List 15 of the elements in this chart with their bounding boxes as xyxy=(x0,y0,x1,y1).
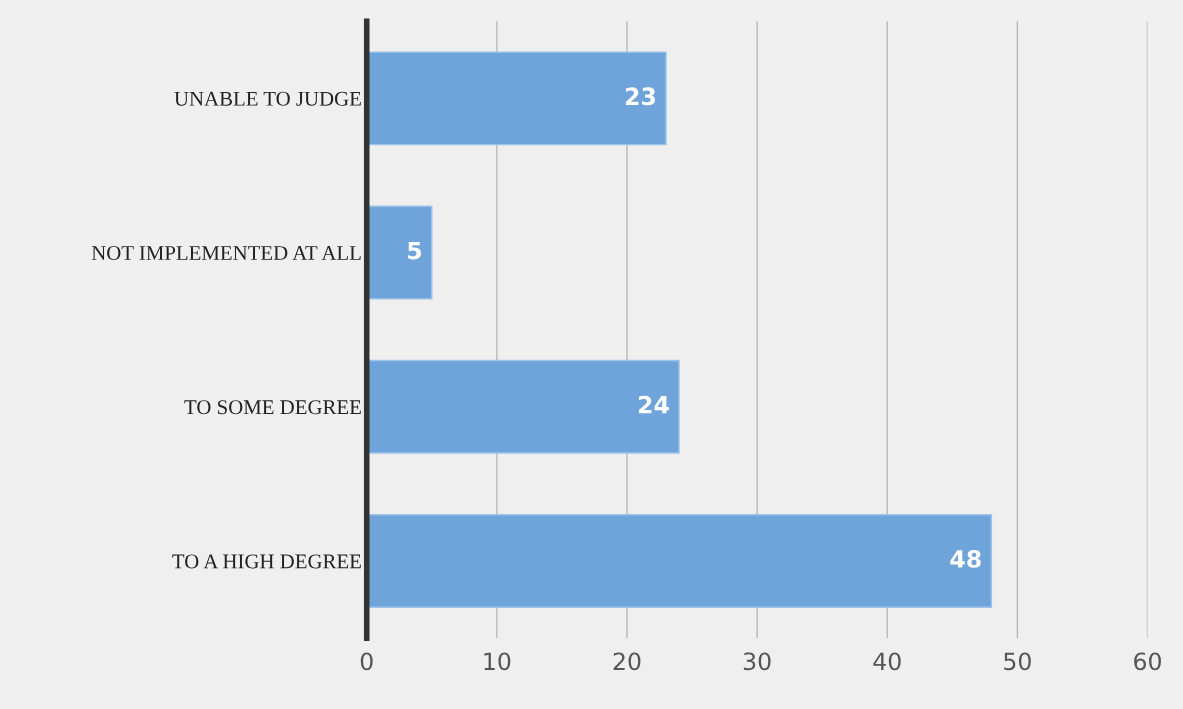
data-label: 5 xyxy=(408,241,422,260)
x-tick-label: 10 xyxy=(484,652,511,671)
data-label: 24 xyxy=(638,395,669,414)
x-tick-label: 40 xyxy=(873,652,901,671)
y-tick-label: UNABLE TO JUDGE xyxy=(174,91,361,106)
y-tick-label: TO SOME DEGREE xyxy=(184,400,361,415)
x-tick-label: 50 xyxy=(1004,652,1031,671)
data-label: 23 xyxy=(625,87,656,106)
x-tick-label: 60 xyxy=(1134,652,1161,671)
data-label: 48 xyxy=(950,549,981,568)
x-tick-label: 20 xyxy=(613,652,641,671)
x-tick-label: 30 xyxy=(743,652,771,671)
x-tick-label: 0 xyxy=(360,652,373,671)
y-tick-label: TO A HIGH DEGREE xyxy=(172,554,361,569)
y-tick-label: NOT IMPLEMENTED AT ALL xyxy=(91,246,361,261)
